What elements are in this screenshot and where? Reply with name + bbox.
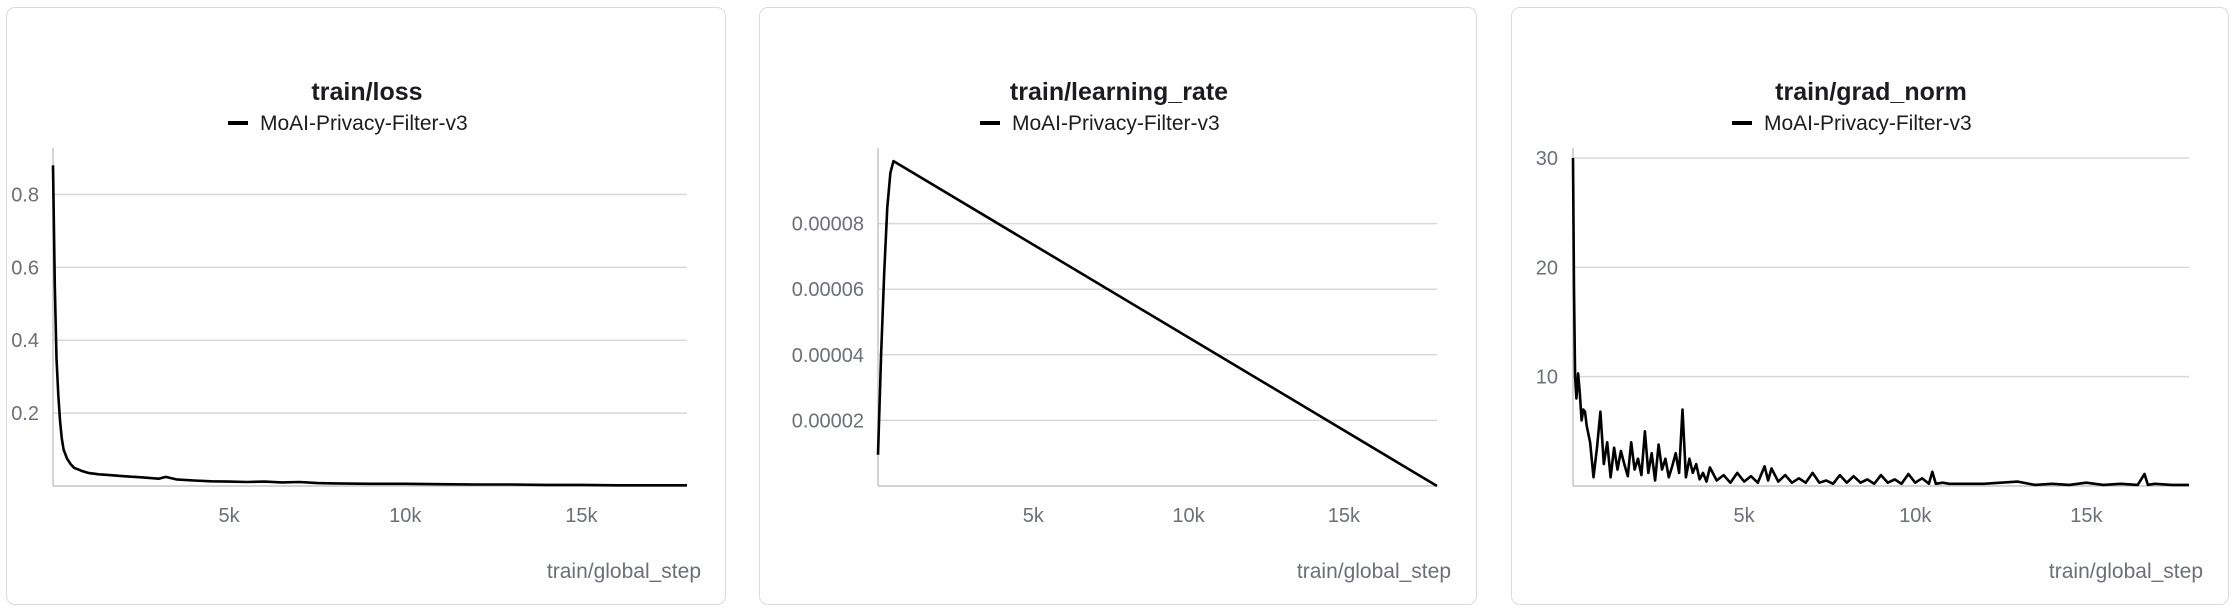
x-tick-label: 5k xyxy=(1734,505,1756,527)
chart-panel-learning-rate: train/learning_rate MoAI-Privacy-Filter-v… xyxy=(759,7,1477,605)
y-tick-label: 0.00008 xyxy=(792,214,864,236)
y-tick-label: 0.4 xyxy=(11,330,39,352)
chart-panel-grad-norm: train/grad_norm MoAI-Privacy-Filter-v3 10 2… xyxy=(1511,7,2229,605)
chart-title: train/grad_norm xyxy=(1775,78,1967,106)
x-axis-label: train/global_step xyxy=(2049,560,2203,583)
series-line xyxy=(876,159,1438,488)
x-axis-label: train/global_step xyxy=(1297,560,1451,583)
chart-panel-loss: train/loss MoAI-Privacy-Filter-v3 0.2 0.4 0.… xyxy=(6,7,726,605)
y-tick-label: 20 xyxy=(1536,257,1558,279)
legend: MoAI-Privacy-Filter-v3 xyxy=(228,112,468,135)
y-tick-label: 0.8 xyxy=(11,184,39,206)
x-tick-label: 5k xyxy=(1023,505,1045,527)
x-tick-label: 15k xyxy=(565,505,598,527)
x-tick-label: 10k xyxy=(389,505,422,527)
x-tick-label: 5k xyxy=(219,505,241,527)
legend-label: MoAI-Privacy-Filter-v3 xyxy=(260,112,468,135)
x-tick-label: 10k xyxy=(1899,505,1932,527)
x-axis-label: train/global_step xyxy=(547,560,701,583)
y-tick-label: 30 xyxy=(1536,148,1558,170)
y-tick-label: 10 xyxy=(1536,367,1558,389)
y-tick-label: 0.00006 xyxy=(792,279,864,301)
chart-title: train/learning_rate xyxy=(1010,78,1228,106)
y-tick-label: 0.2 xyxy=(11,403,39,425)
series-line xyxy=(1571,157,2189,487)
chart-learning-rate-svg: train/learning_rate MoAI-Privacy-Filter-v… xyxy=(792,78,1451,583)
chart-title: train/loss xyxy=(311,78,422,106)
legend: MoAI-Privacy-Filter-v3 xyxy=(980,112,1220,135)
chart-grad-norm-svg: train/grad_norm MoAI-Privacy-Filter-v3 10 2… xyxy=(1536,78,2203,583)
legend: MoAI-Privacy-Filter-v3 xyxy=(1732,112,1972,135)
legend-label: MoAI-Privacy-Filter-v3 xyxy=(1012,112,1220,135)
x-tick-label: 10k xyxy=(1172,505,1205,527)
series-line xyxy=(51,165,687,487)
y-tick-label: 0.00002 xyxy=(792,410,864,432)
y-tick-label: 0.00004 xyxy=(792,345,864,367)
chart-loss-svg: train/loss MoAI-Privacy-Filter-v3 0.2 0.4 0.… xyxy=(11,78,701,583)
x-tick-label: 15k xyxy=(1328,505,1361,527)
x-tick-label: 15k xyxy=(2070,505,2103,527)
legend-label: MoAI-Privacy-Filter-v3 xyxy=(1764,112,1972,135)
y-tick-label: 0.6 xyxy=(11,257,39,279)
